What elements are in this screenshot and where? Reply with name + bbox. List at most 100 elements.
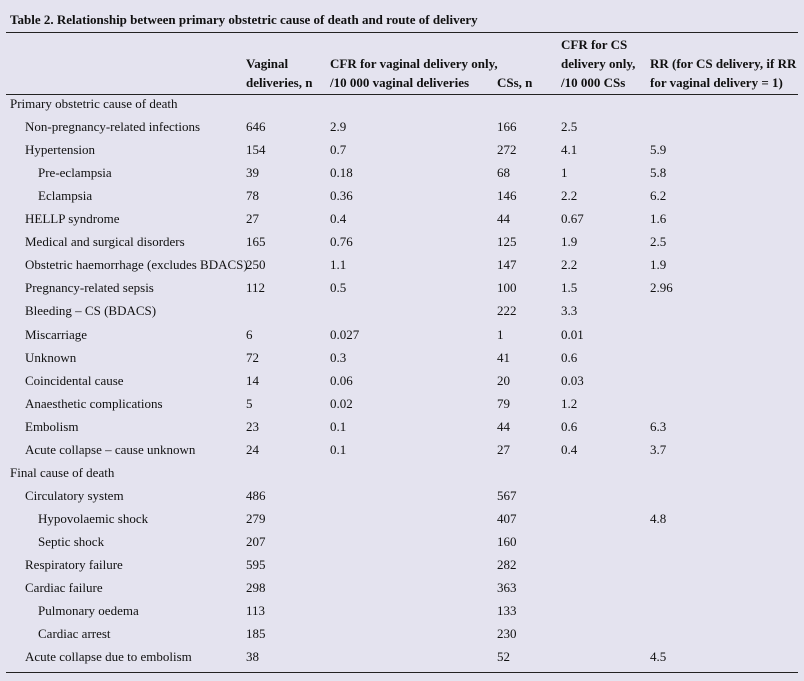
cell: 146 [497, 188, 517, 204]
cell: 5.9 [650, 142, 667, 158]
cell: 298 [246, 580, 266, 596]
column-header: RR (for CS delivery, if RR [650, 56, 797, 71]
cell: 279 [246, 510, 266, 526]
cell: 78 [246, 188, 259, 204]
row-label: Cardiac arrest [38, 626, 111, 642]
cell: 407 [497, 510, 517, 526]
cell: 147 [497, 257, 517, 273]
cell: 0.03 [561, 372, 584, 388]
rule [6, 672, 798, 673]
row-label: Respiratory failure [25, 557, 123, 572]
cell: 6 [246, 326, 253, 342]
cell: 160 [497, 533, 517, 549]
cell: 1.2 [561, 395, 578, 411]
row-label: Hypovolaemic shock [38, 510, 149, 526]
cell: 0.02 [330, 395, 353, 411]
table-title: Table 2. Relationship between primary ob… [10, 12, 478, 27]
cell: 6.2 [650, 188, 667, 204]
section-heading: Final cause of death [10, 464, 115, 480]
row-label: Hypertension [25, 142, 96, 158]
column-header: deliveries, n [246, 75, 313, 90]
rule [6, 94, 798, 95]
cell: 24 [246, 441, 259, 457]
cell: 166 [497, 119, 517, 135]
rule [6, 32, 798, 33]
row-label: Miscarriage [25, 326, 88, 342]
row-label: Medical and surgical disorders [25, 234, 185, 250]
cell: 14 [246, 372, 259, 388]
cell: 567 [497, 487, 517, 503]
cell: 27 [497, 441, 510, 457]
cell: 185 [246, 626, 266, 642]
cell: 0.4 [330, 211, 347, 227]
cell: 2.2 [561, 257, 578, 273]
cell: 2.5 [650, 234, 667, 250]
cell: 6.3 [650, 418, 667, 434]
row-label: Pregnancy-related sepsis [25, 280, 154, 296]
cell: 0.3 [330, 349, 347, 365]
cell: 0.027 [330, 326, 360, 342]
cell: 44 [497, 211, 510, 227]
column-header: Vaginal [246, 56, 289, 71]
cell: 72 [246, 349, 259, 365]
cell: 0.4 [561, 441, 578, 457]
cell: 5.8 [650, 165, 667, 181]
row-label: Circulatory system [25, 487, 124, 503]
cell: 1.9 [650, 257, 667, 273]
row-label: Bleeding – CS (BDACS) [25, 303, 157, 319]
row-label: Non-pregnancy-related infections [25, 119, 201, 135]
cell: 41 [497, 349, 510, 365]
cell: 112 [246, 280, 266, 296]
row-label: Septic shock [38, 533, 105, 549]
cell: 2.96 [650, 280, 673, 296]
cell: 165 [246, 234, 266, 250]
cell: 125 [497, 234, 517, 250]
cell: 2.2 [561, 188, 578, 204]
cell: 100 [497, 280, 517, 296]
cell: 0.6 [561, 349, 578, 365]
column-header: CSs, n [497, 75, 533, 90]
cell: 0.36 [330, 188, 353, 204]
row-label: Obstetric haemorrhage (excludes BDACS) [25, 257, 248, 273]
cell: 113 [246, 603, 266, 619]
cell: 0.76 [330, 234, 353, 250]
cell: 222 [497, 303, 517, 319]
row-label: Coincidental cause [25, 372, 124, 388]
cell: 230 [497, 626, 517, 642]
cell: 0.1 [330, 418, 347, 434]
cell: 44 [497, 418, 510, 434]
cell: 133 [497, 603, 517, 619]
row-label: Unknown [25, 349, 77, 365]
cell: 250 [246, 257, 266, 273]
row-label: Acute collapse – cause unknown [25, 441, 196, 457]
section-heading: Primary obstetric cause of death [10, 96, 178, 111]
cell: 0.6 [561, 418, 578, 434]
cell: 154 [246, 142, 266, 158]
cell: 595 [246, 557, 266, 572]
column-header: /10 000 CSs [561, 75, 626, 90]
cell: 0.5 [330, 280, 347, 296]
row-label: Embolism [25, 418, 79, 434]
cell: 363 [497, 580, 517, 596]
cell: 1 [561, 165, 568, 181]
row-label: Pre-eclampsia [38, 165, 112, 181]
cell: 1.1 [330, 257, 347, 273]
cell: 0.18 [330, 165, 353, 181]
cell: 27 [246, 211, 259, 227]
cell: 23 [246, 418, 259, 434]
row-label: Acute collapse due to embolism [25, 649, 192, 665]
cell: 3.7 [650, 441, 667, 457]
cell: 486 [246, 487, 266, 503]
column-header: /10 000 vaginal deliveries [330, 75, 470, 90]
column-header: delivery only, [561, 56, 636, 71]
row-label: Anaesthetic complications [25, 395, 163, 411]
cell: 1.5 [561, 280, 578, 296]
column-header: CFR for vaginal delivery only, [330, 56, 498, 71]
cell: 39 [246, 165, 259, 181]
cell: 4.1 [561, 142, 578, 158]
cell: 20 [497, 372, 510, 388]
cell: 52 [497, 649, 510, 665]
cell: 282 [497, 557, 517, 572]
row-label: Pulmonary oedema [38, 603, 139, 619]
cell: 207 [246, 533, 266, 549]
